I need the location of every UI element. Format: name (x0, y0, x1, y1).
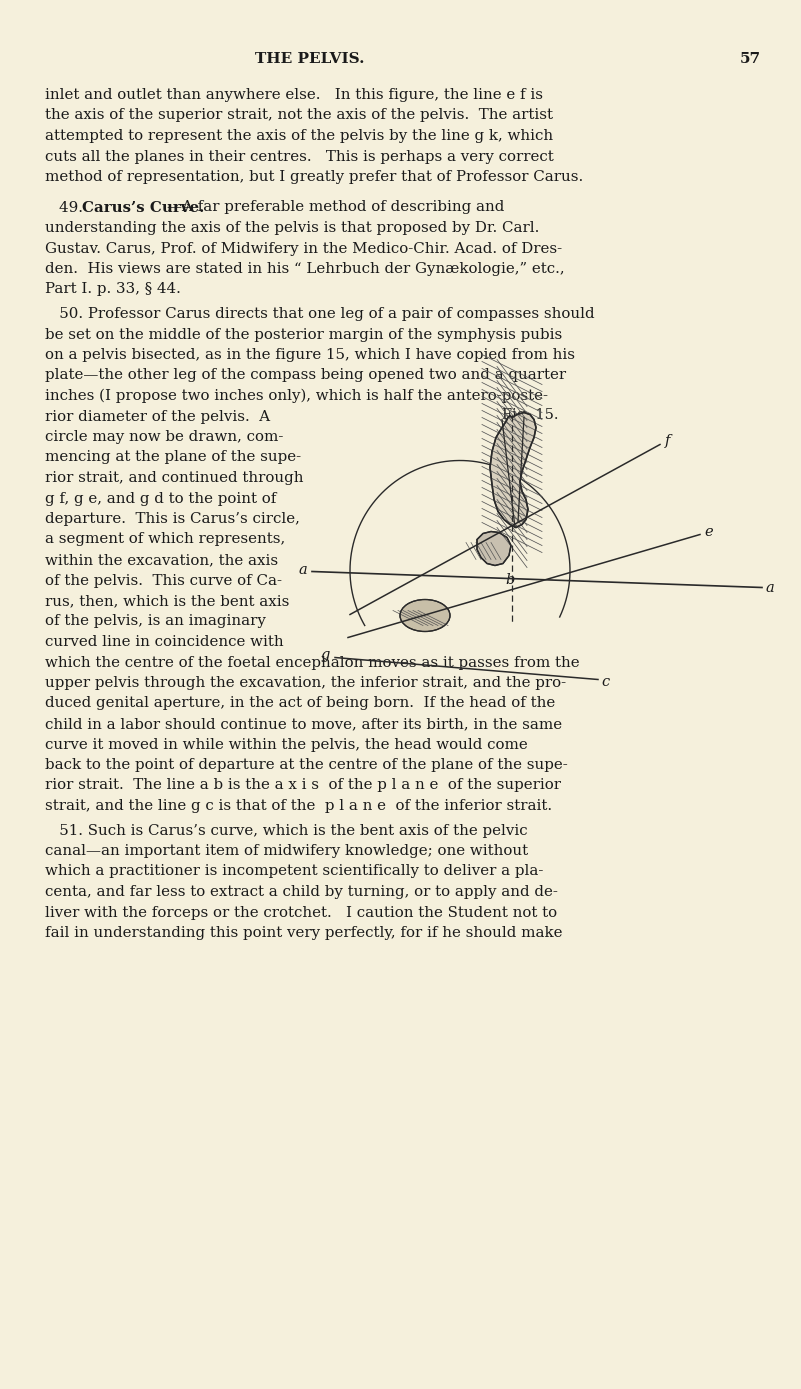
Polygon shape (490, 413, 536, 528)
Text: THE PELVIS.: THE PELVIS. (256, 51, 364, 67)
Text: plate—the other leg of the compass being opened two and a quarter: plate—the other leg of the compass being… (45, 368, 566, 382)
Text: inlet and outlet than anywhere else.   In this figure, the line e f is: inlet and outlet than anywhere else. In … (45, 88, 543, 101)
Text: 50. Professor Carus directs that one leg of a pair of compasses should: 50. Professor Carus directs that one leg… (45, 307, 594, 321)
Text: of the pelvis.  This curve of Ca-: of the pelvis. This curve of Ca- (45, 574, 282, 588)
Text: strait, and the line g c is that of the  p l a n e  of the inferior strait.: strait, and the line g c is that of the … (45, 799, 552, 813)
Polygon shape (477, 532, 511, 565)
Text: f: f (665, 435, 670, 449)
Text: a segment of which represents,: a segment of which represents, (45, 532, 285, 546)
Ellipse shape (400, 600, 450, 632)
Text: rus, then, which is the bent axis: rus, then, which is the bent axis (45, 594, 289, 608)
Text: circle may now be drawn, com-: circle may now be drawn, com- (45, 431, 284, 444)
Text: fail in understanding this point very perfectly, for if he should make: fail in understanding this point very pe… (45, 926, 562, 940)
Text: g f, g e, and g d to the point of: g f, g e, and g d to the point of (45, 492, 276, 506)
Text: 57: 57 (740, 51, 761, 67)
Text: centa, and far less to extract a child by turning, or to apply and de-: centa, and far less to extract a child b… (45, 885, 557, 899)
Text: inches (I propose two inches only), which is half the antero-poste-: inches (I propose two inches only), whic… (45, 389, 548, 403)
Text: Fig. 15.: Fig. 15. (501, 407, 558, 421)
Text: rior strait.  The line a b is the a x i s  of the p l a n e  of the superior: rior strait. The line a b is the a x i s… (45, 778, 561, 793)
Text: b: b (505, 572, 514, 588)
Text: Carus’s Curve.: Carus’s Curve. (82, 200, 204, 214)
Text: understanding the axis of the pelvis is that proposed by Dr. Carl.: understanding the axis of the pelvis is … (45, 221, 539, 235)
Text: the axis of the superior strait, not the axis of the pelvis.  The artist: the axis of the superior strait, not the… (45, 108, 553, 122)
Text: 51. Such is Carus’s curve, which is the bent axis of the pelvic: 51. Such is Carus’s curve, which is the … (45, 824, 528, 838)
Text: which a practitioner is incompetent scientifically to deliver a pla-: which a practitioner is incompetent scie… (45, 864, 543, 878)
Text: back to the point of departure at the centre of the plane of the supe-: back to the point of departure at the ce… (45, 758, 568, 772)
Text: g: g (320, 649, 330, 663)
Text: within the excavation, the axis: within the excavation, the axis (45, 553, 278, 567)
Text: rior strait, and continued through: rior strait, and continued through (45, 471, 304, 485)
Text: rior diameter of the pelvis.  A: rior diameter of the pelvis. A (45, 410, 270, 424)
Text: e: e (704, 525, 713, 539)
Text: attempted to represent the axis of the pelvis by the line g k, which: attempted to represent the axis of the p… (45, 129, 553, 143)
Text: den.  His views are stated in his “ Lehrbuch der Gynækologie,” etc.,: den. His views are stated in his “ Lehrb… (45, 263, 565, 276)
Text: cuts all the planes in their centres.   This is perhaps a very correct: cuts all the planes in their centres. Th… (45, 150, 553, 164)
Text: a: a (765, 581, 774, 594)
Text: Part I. p. 33, § 44.: Part I. p. 33, § 44. (45, 282, 181, 296)
Text: duced genital aperture, in the act of being born.  If the head of the: duced genital aperture, in the act of be… (45, 696, 555, 711)
Text: of the pelvis, is an imaginary: of the pelvis, is an imaginary (45, 614, 266, 628)
Text: departure.  This is Carus’s circle,: departure. This is Carus’s circle, (45, 513, 300, 526)
Text: method of representation, but I greatly prefer that of Professor Carus.: method of representation, but I greatly … (45, 169, 583, 183)
Text: upper pelvis through the excavation, the inferior strait, and the pro-: upper pelvis through the excavation, the… (45, 676, 566, 690)
Text: be set on the middle of the posterior margin of the symphysis pubis: be set on the middle of the posterior ma… (45, 328, 562, 342)
Text: mencing at the plane of the supe-: mencing at the plane of the supe- (45, 450, 301, 464)
Text: which the centre of the foetal encephalon moves as it passes from the: which the centre of the foetal encephalo… (45, 656, 580, 669)
Text: canal—an important item of midwifery knowledge; one without: canal—an important item of midwifery kno… (45, 845, 528, 858)
Text: curved line in coincidence with: curved line in coincidence with (45, 635, 284, 649)
Text: 49.: 49. (59, 200, 88, 214)
Text: a: a (298, 563, 307, 576)
Text: child in a labor should continue to move, after its birth, in the same: child in a labor should continue to move… (45, 717, 562, 731)
Text: liver with the forceps or the crotchet.   I caution the Student not to: liver with the forceps or the crotchet. … (45, 906, 557, 920)
Text: on a pelvis bisected, as in the figure 15, which I have copied from his: on a pelvis bisected, as in the figure 1… (45, 349, 575, 363)
Text: c: c (601, 675, 610, 689)
Text: curve it moved in while within the pelvis, the head would come: curve it moved in while within the pelvi… (45, 738, 528, 751)
Text: Gustav. Carus, Prof. of Midwifery in the Medico-Chir. Acad. of Dres-: Gustav. Carus, Prof. of Midwifery in the… (45, 242, 562, 256)
Text: —A far preferable method of describing and: —A far preferable method of describing a… (167, 200, 505, 214)
